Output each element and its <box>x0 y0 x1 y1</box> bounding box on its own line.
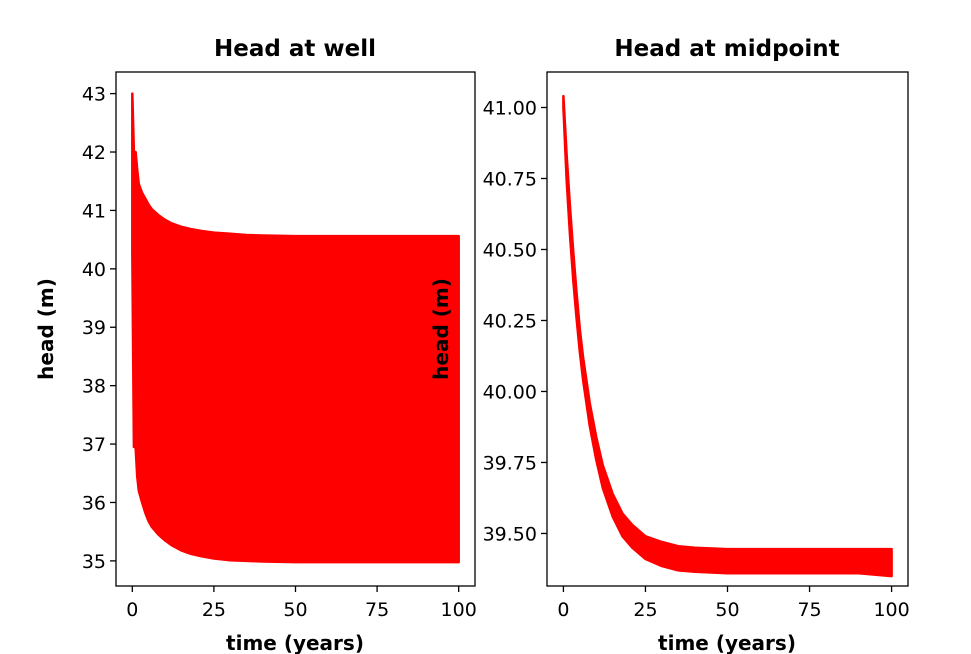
x-tick-label: 100 <box>441 599 477 621</box>
x-tick-label: 50 <box>283 599 307 621</box>
y-tick-label: 40.00 <box>483 381 537 403</box>
series-line-1 <box>131 92 460 564</box>
y-tick-label: 39.50 <box>483 523 537 545</box>
y-tick-label: 37 <box>82 434 106 456</box>
x-tick-label: 75 <box>365 599 389 621</box>
y-tick-label: 40.50 <box>483 239 537 261</box>
x-axis-label: time (years) <box>658 631 796 654</box>
x-tick-label: 75 <box>797 599 821 621</box>
y-tick-label: 40.75 <box>483 168 537 190</box>
x-tick-label: 0 <box>126 599 138 621</box>
axes-frame <box>546 71 909 587</box>
plot-area: 0 25 50 75 100 35 36 37 38 39 40 41 42 43 <box>82 71 477 621</box>
y-tick-label: 43 <box>82 84 106 106</box>
x-tick-label: 25 <box>633 599 657 621</box>
x-tick-label: 100 <box>873 599 909 621</box>
y-tick-label: 36 <box>82 492 106 514</box>
y-tick-label: 35 <box>82 551 106 573</box>
chart-title: Head at midpoint <box>614 36 839 62</box>
chart-panel-head-at-well: Head at well 0 25 50 75 100 35 36 37 38 39 40 41 42 4… <box>34 36 477 654</box>
y-tick-label: 39.75 <box>483 452 537 474</box>
chart-title: Head at well <box>214 36 376 62</box>
y-tick-label: 42 <box>82 142 106 164</box>
x-tick-label: 0 <box>557 599 569 621</box>
x-tick-label: 50 <box>715 599 739 621</box>
x-axis-label: time (years) <box>226 631 364 654</box>
series-line-1 <box>562 94 893 578</box>
y-tick-label: 39 <box>82 317 106 339</box>
y-tick-label: 41.00 <box>483 97 537 119</box>
x-tick-label: 25 <box>202 599 226 621</box>
y-axis-label: head (m) <box>34 278 58 380</box>
y-axis-label: head (m) <box>429 278 453 380</box>
y-tick-label: 40.25 <box>483 310 537 332</box>
y-tick-label: 41 <box>82 200 106 222</box>
y-tick-label: 40 <box>82 259 106 281</box>
chart-panel-head-at-midpoint: Head at midpoint 0 25 50 75 100 39.50 39.75 40.… <box>429 36 910 654</box>
y-tick-label: 38 <box>82 376 106 398</box>
plot-area: 0 25 50 75 100 39.50 39.75 40.00 40.25 40.50 40.75… <box>483 71 910 621</box>
